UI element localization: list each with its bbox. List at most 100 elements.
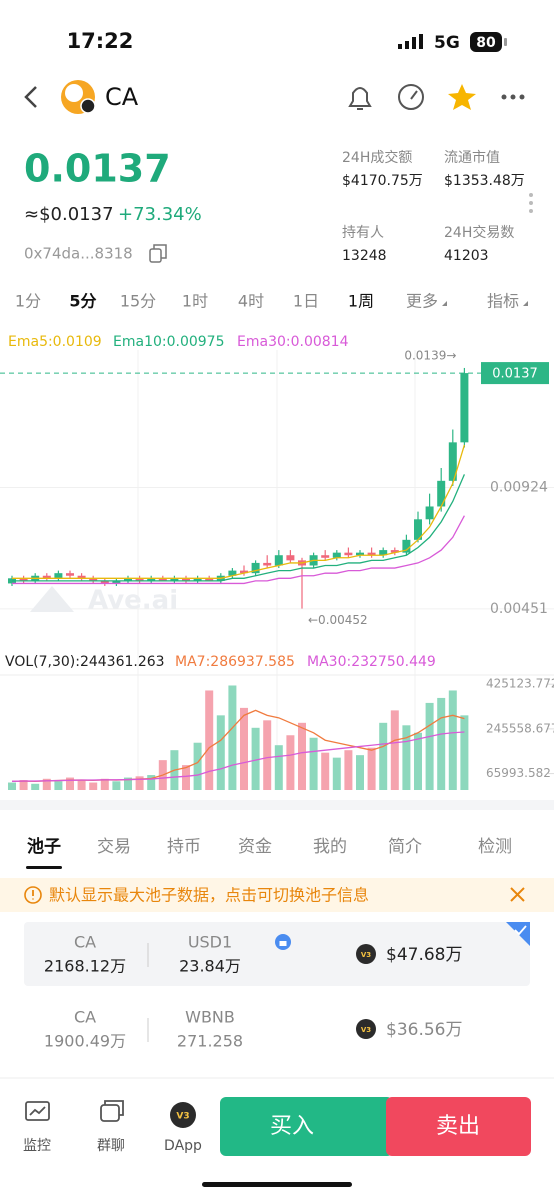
candle-body	[170, 578, 179, 581]
volume-bar	[216, 715, 225, 790]
candle-body	[124, 578, 132, 581]
volume-bar	[8, 782, 16, 790]
copy-icon[interactable]	[149, 244, 167, 263]
sell-button[interactable]	[386, 1097, 531, 1156]
interval-tab[interactable]: 1日	[293, 292, 319, 311]
notice-text: 默认显示最大池子数据，点击可切换池子信息	[49, 886, 369, 905]
stats-more[interactable]	[529, 193, 533, 213]
tab[interactable]: 我的	[313, 837, 347, 857]
tab[interactable]: 持币	[167, 837, 201, 857]
stat-label: 24H成交额	[342, 149, 412, 166]
stat-label: 持有人	[342, 225, 384, 241]
contract-address: 0x74da...8318	[24, 245, 133, 263]
volume-bar	[402, 725, 411, 790]
candle-body	[240, 570, 248, 574]
interval-tab[interactable]: 1时	[182, 292, 208, 311]
tab[interactable]: 资金	[238, 837, 272, 857]
monitor-icon[interactable]	[25, 1101, 50, 1121]
tab[interactable]: 简介	[388, 837, 422, 857]
nav-label[interactable]: 监控	[23, 1138, 51, 1154]
volume-bar	[274, 745, 283, 790]
candle-body	[89, 578, 98, 581]
back-button[interactable]	[24, 86, 37, 108]
nav-label[interactable]: DApp	[164, 1138, 202, 1154]
volume-label: MA7:286937.585	[175, 654, 295, 670]
interval-tab[interactable]: 指标	[487, 292, 519, 311]
volume-bar	[228, 685, 237, 790]
pool-token: CA	[74, 1008, 96, 1027]
volume-bar	[437, 697, 446, 790]
token-symbol: CA	[105, 83, 139, 111]
pool-liquidity: $36.56万	[386, 1020, 462, 1040]
battery	[470, 32, 502, 52]
volume-tick-label: 65993.582	[486, 766, 551, 780]
price: 0.0137	[24, 147, 171, 191]
price-usd: ≈$0.0137	[24, 204, 114, 225]
interval-tab[interactable]: 1分	[15, 292, 41, 311]
high-label: 0.0139→	[404, 348, 456, 362]
tab[interactable]: 交易	[97, 837, 131, 857]
candle-body	[367, 552, 376, 556]
tab[interactable]: 检测	[478, 837, 512, 857]
candle-body	[263, 562, 272, 566]
volume-bar	[19, 780, 28, 790]
interval-tab[interactable]: 更多	[406, 292, 438, 311]
volume-bar	[263, 720, 272, 790]
volume-bar	[54, 781, 63, 790]
candle-body	[100, 580, 109, 584]
buy-button[interactable]	[220, 1097, 393, 1156]
volume-bar	[356, 755, 364, 790]
candle-body	[228, 570, 237, 576]
candle-body	[414, 519, 422, 540]
volume-bar	[332, 757, 341, 790]
candle-body	[182, 578, 190, 581]
volume-bar	[286, 735, 295, 790]
candle-body	[379, 550, 388, 556]
dapp-icon[interactable]	[170, 1102, 196, 1128]
volume-bar	[251, 727, 260, 790]
more-icon[interactable]	[501, 94, 525, 100]
volume-bar	[89, 782, 98, 790]
tab-underline	[26, 866, 62, 869]
volume-bar	[31, 783, 40, 790]
ema-label: Ema30:0.00814	[237, 334, 349, 350]
volume-bar	[42, 778, 51, 790]
ema-line	[12, 474, 465, 582]
section-divider	[0, 800, 554, 810]
tab[interactable]: 池子	[27, 836, 61, 857]
interval-tab[interactable]: 4时	[238, 292, 264, 311]
favorite-star[interactable]	[448, 84, 476, 110]
buy-label: 买入	[270, 1114, 314, 1139]
volume-bar	[135, 776, 144, 790]
nav-label[interactable]: 群聊	[97, 1138, 125, 1154]
interval-tab[interactable]: 1周	[348, 292, 374, 311]
volume-bar	[367, 747, 376, 790]
volume-bar	[193, 742, 202, 790]
ema-line	[12, 515, 465, 585]
candle-body	[402, 539, 411, 553]
volume-bar	[100, 778, 109, 790]
chat-icon[interactable]	[100, 1100, 124, 1122]
volume-bar	[448, 690, 457, 790]
bell-icon[interactable]	[348, 87, 372, 110]
notice-close[interactable]	[510, 887, 525, 902]
lock-icon-body	[279, 941, 287, 946]
price-change: +73.34%	[118, 204, 202, 225]
volume-bar	[414, 732, 422, 790]
candle-body	[274, 555, 283, 566]
volume-bar	[147, 775, 156, 790]
pool-quote-amount: 23.84万	[179, 957, 241, 976]
status-network: 5G	[434, 33, 460, 53]
home-indicator	[202, 1182, 352, 1187]
candle-body	[193, 578, 202, 581]
interval-tab[interactable]: 15分	[120, 292, 156, 311]
pool-liquidity: $47.68万	[386, 945, 462, 965]
pool-quote: USD1	[188, 933, 232, 952]
pool-card-selected[interactable]	[24, 922, 530, 986]
candle-body	[448, 442, 457, 481]
candle-body	[42, 575, 51, 579]
volume-bar	[379, 722, 388, 790]
interval-tab[interactable]: 5分	[69, 292, 96, 311]
gauge-icon[interactable]	[398, 84, 424, 110]
notice-bar[interactable]	[0, 878, 554, 912]
